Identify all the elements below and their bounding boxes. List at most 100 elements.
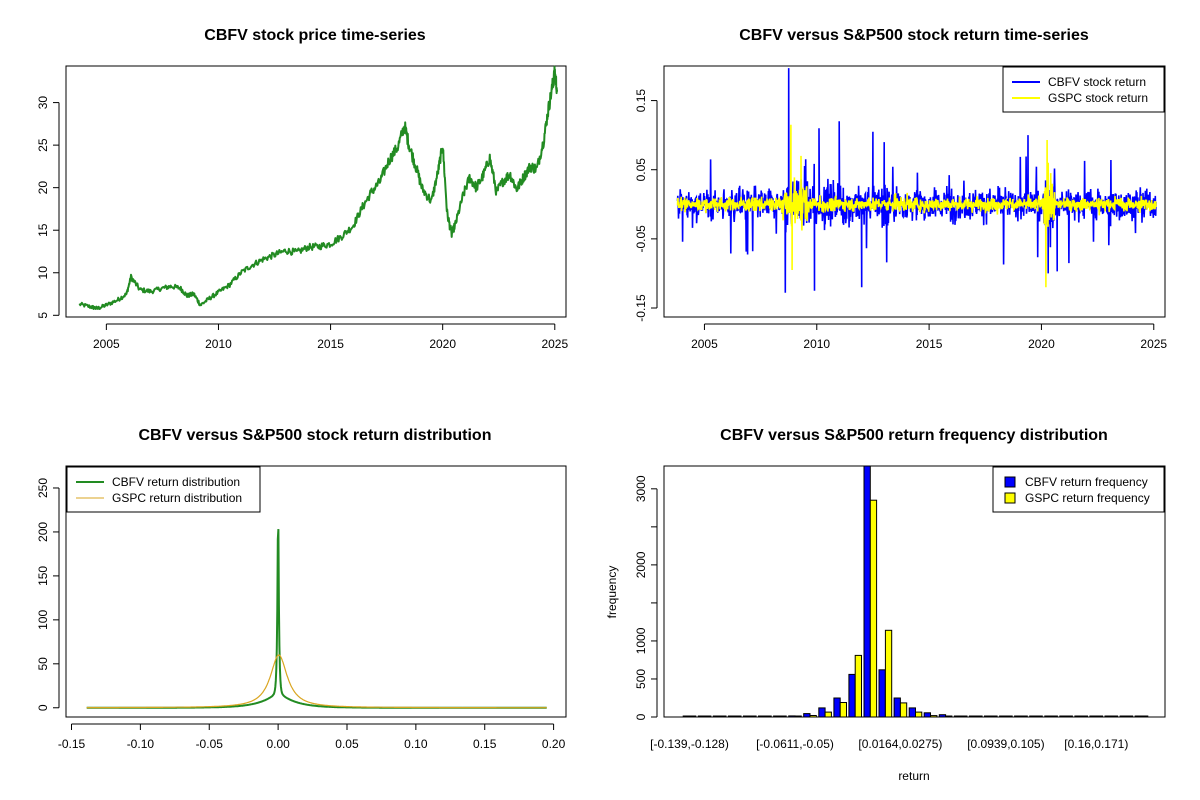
bar-gspc <box>1035 715 1043 718</box>
legend: CBFV return distribution GSPC return dis… <box>66 466 261 513</box>
x-tick-label: [-0.0611,-0.05) <box>756 737 834 751</box>
bar-cbfv <box>999 715 1007 718</box>
x-tick-label: [0.0164,0.0275) <box>858 737 942 751</box>
bar-gspc <box>1141 715 1149 718</box>
bar-cbfv <box>833 697 841 718</box>
bar-gspc <box>1050 715 1058 718</box>
bar-cbfv <box>984 715 992 718</box>
x-axis: [-0.139,-0.128) [-0.0611,-0.05) [0.0164,0.… <box>650 737 1128 751</box>
bar-cbfv <box>968 715 977 718</box>
bar-gspc <box>824 711 832 718</box>
plot-frame <box>65 465 567 718</box>
bar-cbfv <box>1014 715 1022 718</box>
bar-gspc <box>839 702 848 718</box>
panel-frequency-distribution: CBFV versus S&P500 return frequency dist… <box>605 427 1166 783</box>
y-tick-label: 50 <box>36 657 50 671</box>
y-tick-label: -0.05 <box>634 225 648 253</box>
y-tick-label: 1000 <box>634 627 648 654</box>
x-tick-label: 2025 <box>1140 337 1167 351</box>
y-tick-label: 0 <box>36 704 50 711</box>
bar-cbfv <box>938 714 947 718</box>
x-tick-label: -0.10 <box>127 737 155 751</box>
bar-gspc <box>1020 715 1028 718</box>
x-tick-label: -0.05 <box>196 737 224 751</box>
y-tick-label: 250 <box>36 478 50 498</box>
y-tick-label: 200 <box>36 522 50 542</box>
x-tick-label: -0.15 <box>58 737 86 751</box>
bar-cbfv <box>908 707 917 718</box>
bar-gspc <box>960 715 968 718</box>
bar-gspc <box>719 715 727 718</box>
bar-cbfv <box>893 697 901 718</box>
bar-cbfv <box>773 715 781 718</box>
y-tick-label: 0.05 <box>634 158 648 182</box>
series-line-gspc-return <box>676 124 1157 288</box>
panel-return-timeseries: CBFV versus S&P500 stock return time-ser… <box>634 27 1167 351</box>
x-tick-label: [0.16,0.171) <box>1064 737 1128 751</box>
y-axis: 0 500 1000 2000 3000 <box>634 475 658 720</box>
y-axis: 5 10 15 20 25 30 <box>36 96 60 319</box>
y-tick-label: 20 <box>36 181 50 195</box>
bar-gspc <box>899 702 908 718</box>
y-axis-label: frequency <box>605 566 619 619</box>
legend-box <box>66 466 261 513</box>
legend: CBFV stock return GSPC stock return <box>1002 66 1165 113</box>
y-tick-label: 3000 <box>634 475 648 502</box>
legend-label: GSPC return distribution <box>112 491 242 505</box>
plot-frame <box>65 65 567 318</box>
bar-gspc <box>915 711 923 718</box>
x-tick-label: 2015 <box>317 337 344 351</box>
x-tick-label: 2005 <box>691 337 718 351</box>
bar-gspc <box>990 715 998 718</box>
chart-title: CBFV versus S&P500 return frequency dist… <box>720 427 1108 444</box>
bar-cbfv <box>953 715 962 718</box>
y-tick-label: 0.15 <box>634 89 648 113</box>
bar-gspc <box>869 499 878 718</box>
y-tick-label: 10 <box>36 266 50 280</box>
chart-title: CBFV versus S&P500 stock return distribu… <box>139 427 492 444</box>
bar-cbfv <box>848 673 856 718</box>
legend-box <box>992 466 1165 513</box>
y-tick-label: -0.15 <box>634 294 648 322</box>
bar-cbfv <box>1119 715 1127 718</box>
bar-cbfv <box>758 715 766 718</box>
y-tick-label: 25 <box>36 138 50 152</box>
bar-cbfv <box>727 715 736 718</box>
bar-cbfv <box>1059 715 1067 718</box>
x-tick-label: 0.15 <box>473 737 497 751</box>
x-axis: 2005 2010 2015 2020 2025 <box>93 323 568 351</box>
bar-cbfv <box>1134 715 1142 718</box>
bar-gspc <box>1095 715 1104 718</box>
bar-cbfv <box>863 465 871 718</box>
y-tick-label: 0 <box>634 713 648 720</box>
series-line-gspc-density <box>86 654 547 709</box>
x-tick-label: 2005 <box>93 337 120 351</box>
legend-label: CBFV return frequency <box>1025 475 1148 489</box>
x-tick-label: [-0.139,-0.128) <box>650 737 729 751</box>
chart-title: CBFV versus S&P500 stock return time-ser… <box>739 27 1089 44</box>
x-tick-label: [0.0939,0.105) <box>967 737 1044 751</box>
bar-cbfv <box>923 712 932 718</box>
plot-marks <box>86 529 547 709</box>
y-tick-label: 150 <box>36 566 50 586</box>
bar-gspc <box>794 715 802 718</box>
bar-gspc <box>809 715 817 718</box>
y-tick-label: 30 <box>36 96 50 110</box>
legend-label: GSPC stock return <box>1048 91 1148 105</box>
plot-marks <box>78 65 558 310</box>
y-tick-label: 15 <box>36 223 50 237</box>
legend-label: CBFV stock return <box>1048 75 1146 89</box>
legend-swatch-cbfv <box>1004 476 1016 488</box>
bar-gspc <box>1110 715 1119 718</box>
bar-gspc <box>1125 715 1134 718</box>
bar-gspc <box>1005 715 1013 718</box>
bar-cbfv <box>803 713 811 718</box>
x-axis: -0.15 -0.10 -0.05 0.00 0.05 0.10 0.15 0.20 <box>58 723 566 751</box>
x-tick-label: 2020 <box>1028 337 1055 351</box>
x-tick-label: 2010 <box>803 337 830 351</box>
panel-price-timeseries: CBFV stock price time-series 2005 2010 201… <box>36 27 568 351</box>
bar-cbfv <box>1029 715 1037 718</box>
x-tick-label: 2025 <box>541 337 568 351</box>
bar-gspc <box>1080 715 1088 718</box>
